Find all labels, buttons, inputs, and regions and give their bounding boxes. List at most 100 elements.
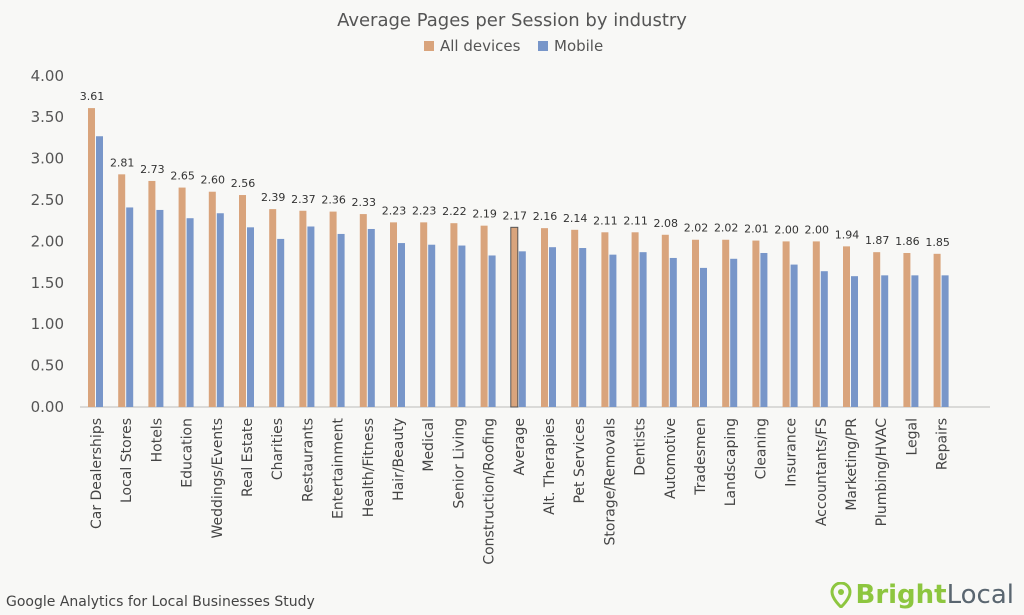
data-label: 2.22 [442,205,467,218]
x-tick-label: Cleaning [753,418,769,479]
footer-source: Google Analytics for Local Businesses St… [6,594,315,610]
y-tick-label: 4.00 [31,67,64,85]
bar-mobile [730,258,738,407]
y-tick-label: 1.50 [31,274,64,292]
bar-mobile [428,244,436,407]
bar-mobile [639,252,647,407]
bar-all-devices [541,228,548,407]
y-tick-label: 3.50 [31,108,64,126]
data-label: 2.01 [744,223,769,236]
data-label: 2.73 [140,163,165,176]
bar-all-devices [239,195,246,407]
x-tick-label: Entertainment [331,417,347,519]
data-label: 2.02 [684,222,709,235]
x-tick-label: Education [180,418,196,488]
data-label: 2.00 [774,223,799,236]
x-tick-label: Health/Fitness [361,418,377,517]
data-label: 3.61 [80,90,105,103]
bar-mobile [277,238,285,407]
data-label: 2.19 [472,208,497,221]
bar-all-devices [299,210,307,407]
x-tick-label: Car Dealerships [89,418,105,529]
bar-all-devices [178,187,186,407]
data-label: 2.81 [110,156,135,169]
bar-mobile [790,264,798,407]
bar-mobile [851,276,858,407]
y-tick-label: 1.00 [31,315,64,333]
bar-all-devices [208,191,216,407]
data-label: 2.17 [503,209,528,222]
data-label: 2.00 [805,223,830,236]
data-label: 2.02 [714,222,739,235]
data-label: 1.85 [925,236,950,249]
bar-all-devices [843,246,850,407]
bar-all-devices [510,226,519,408]
x-tick-label: Marketing/PR [844,418,860,511]
x-tick-label: Charities [270,418,286,480]
bar-all-devices [269,209,277,407]
bar-mobile [881,275,889,407]
data-label: 1.86 [895,235,920,248]
data-label: 2.37 [291,193,316,206]
bar-all-devices [450,223,458,407]
bar-all-devices [692,239,699,407]
bar-mobile [96,136,103,407]
bar-all-devices [420,222,428,407]
y-tick-label: 0.00 [31,398,64,416]
x-tick-label: Real Estate [240,418,256,497]
data-label: 2.65 [170,170,195,183]
data-label: 2.36 [321,194,346,207]
x-tick-label: Automotive [663,418,679,499]
logo-bright: Bright [855,580,947,610]
bar-all-devices [631,232,639,407]
bar-all-devices [661,234,669,407]
bar-mobile [398,243,405,407]
legend-swatch-all-devices [424,41,434,51]
bar-mobile [216,213,224,407]
data-label: 2.23 [412,204,437,217]
bar-mobile [669,257,677,407]
bar-mobile [186,218,194,407]
x-tick-label: Construction/Roofing [482,418,498,565]
bar-all-devices [812,241,820,407]
y-tick-label: 3.00 [31,150,64,168]
bar-all-devices [118,174,126,407]
data-label: 2.23 [382,204,407,217]
x-tick-label: Legal [904,418,920,456]
chart-title: Average Pages per Session by industry [337,10,687,31]
x-tick-label: Restaurants [300,418,316,502]
bar-chart: Average Pages per Session by industry Al… [31,10,990,565]
data-label: 1.87 [865,234,890,247]
bar-all-devices [571,229,579,407]
x-tick-label: Plumbing/HVAC [874,418,890,527]
bar-mobile [549,247,556,407]
bar-all-devices [933,253,941,407]
bar-mobile [156,209,164,407]
x-tick-label: Landscaping [723,418,739,506]
y-tick-label: 2.00 [31,232,64,250]
bar-mobile [247,227,254,407]
data-label: 2.08 [654,217,679,230]
x-tick-label: Hotels [149,418,165,462]
data-label: 2.33 [352,196,377,209]
bar-all-devices [903,252,911,407]
bar-all-devices [359,214,367,407]
bar-mobile [911,275,919,407]
bar-all-devices [480,225,488,407]
data-label: 2.16 [533,210,558,223]
bar-mobile [307,226,315,407]
x-tick-label: Local Stores [119,418,135,503]
x-tick-label: Accountants/FS [814,418,830,526]
bar-all-devices [148,180,156,407]
legend-swatch-mobile [538,41,548,51]
bar-all-devices [88,108,95,407]
x-tick-label: Pet Services [572,418,588,504]
data-label: 1.94 [835,228,860,241]
bar-mobile [488,255,496,407]
x-tick-label: Hair/Beauty [391,418,407,501]
x-tick-label: Weddings/Events [210,418,226,538]
bar-mobile [518,251,526,407]
bar-all-devices [390,222,397,407]
x-tick-label: Senior Living [451,418,467,509]
bar-mobile [126,207,134,407]
